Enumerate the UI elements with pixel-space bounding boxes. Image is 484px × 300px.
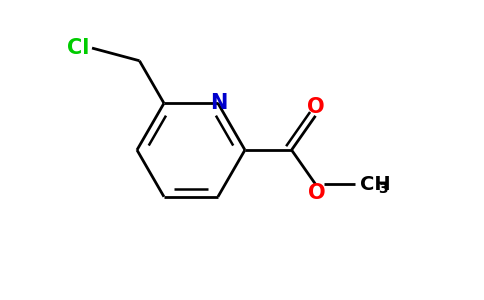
Text: CH: CH [360, 175, 390, 194]
Text: 3: 3 [378, 182, 388, 196]
Text: O: O [308, 183, 325, 203]
Text: O: O [307, 97, 324, 117]
Text: N: N [210, 93, 227, 113]
Text: Cl: Cl [67, 38, 90, 58]
